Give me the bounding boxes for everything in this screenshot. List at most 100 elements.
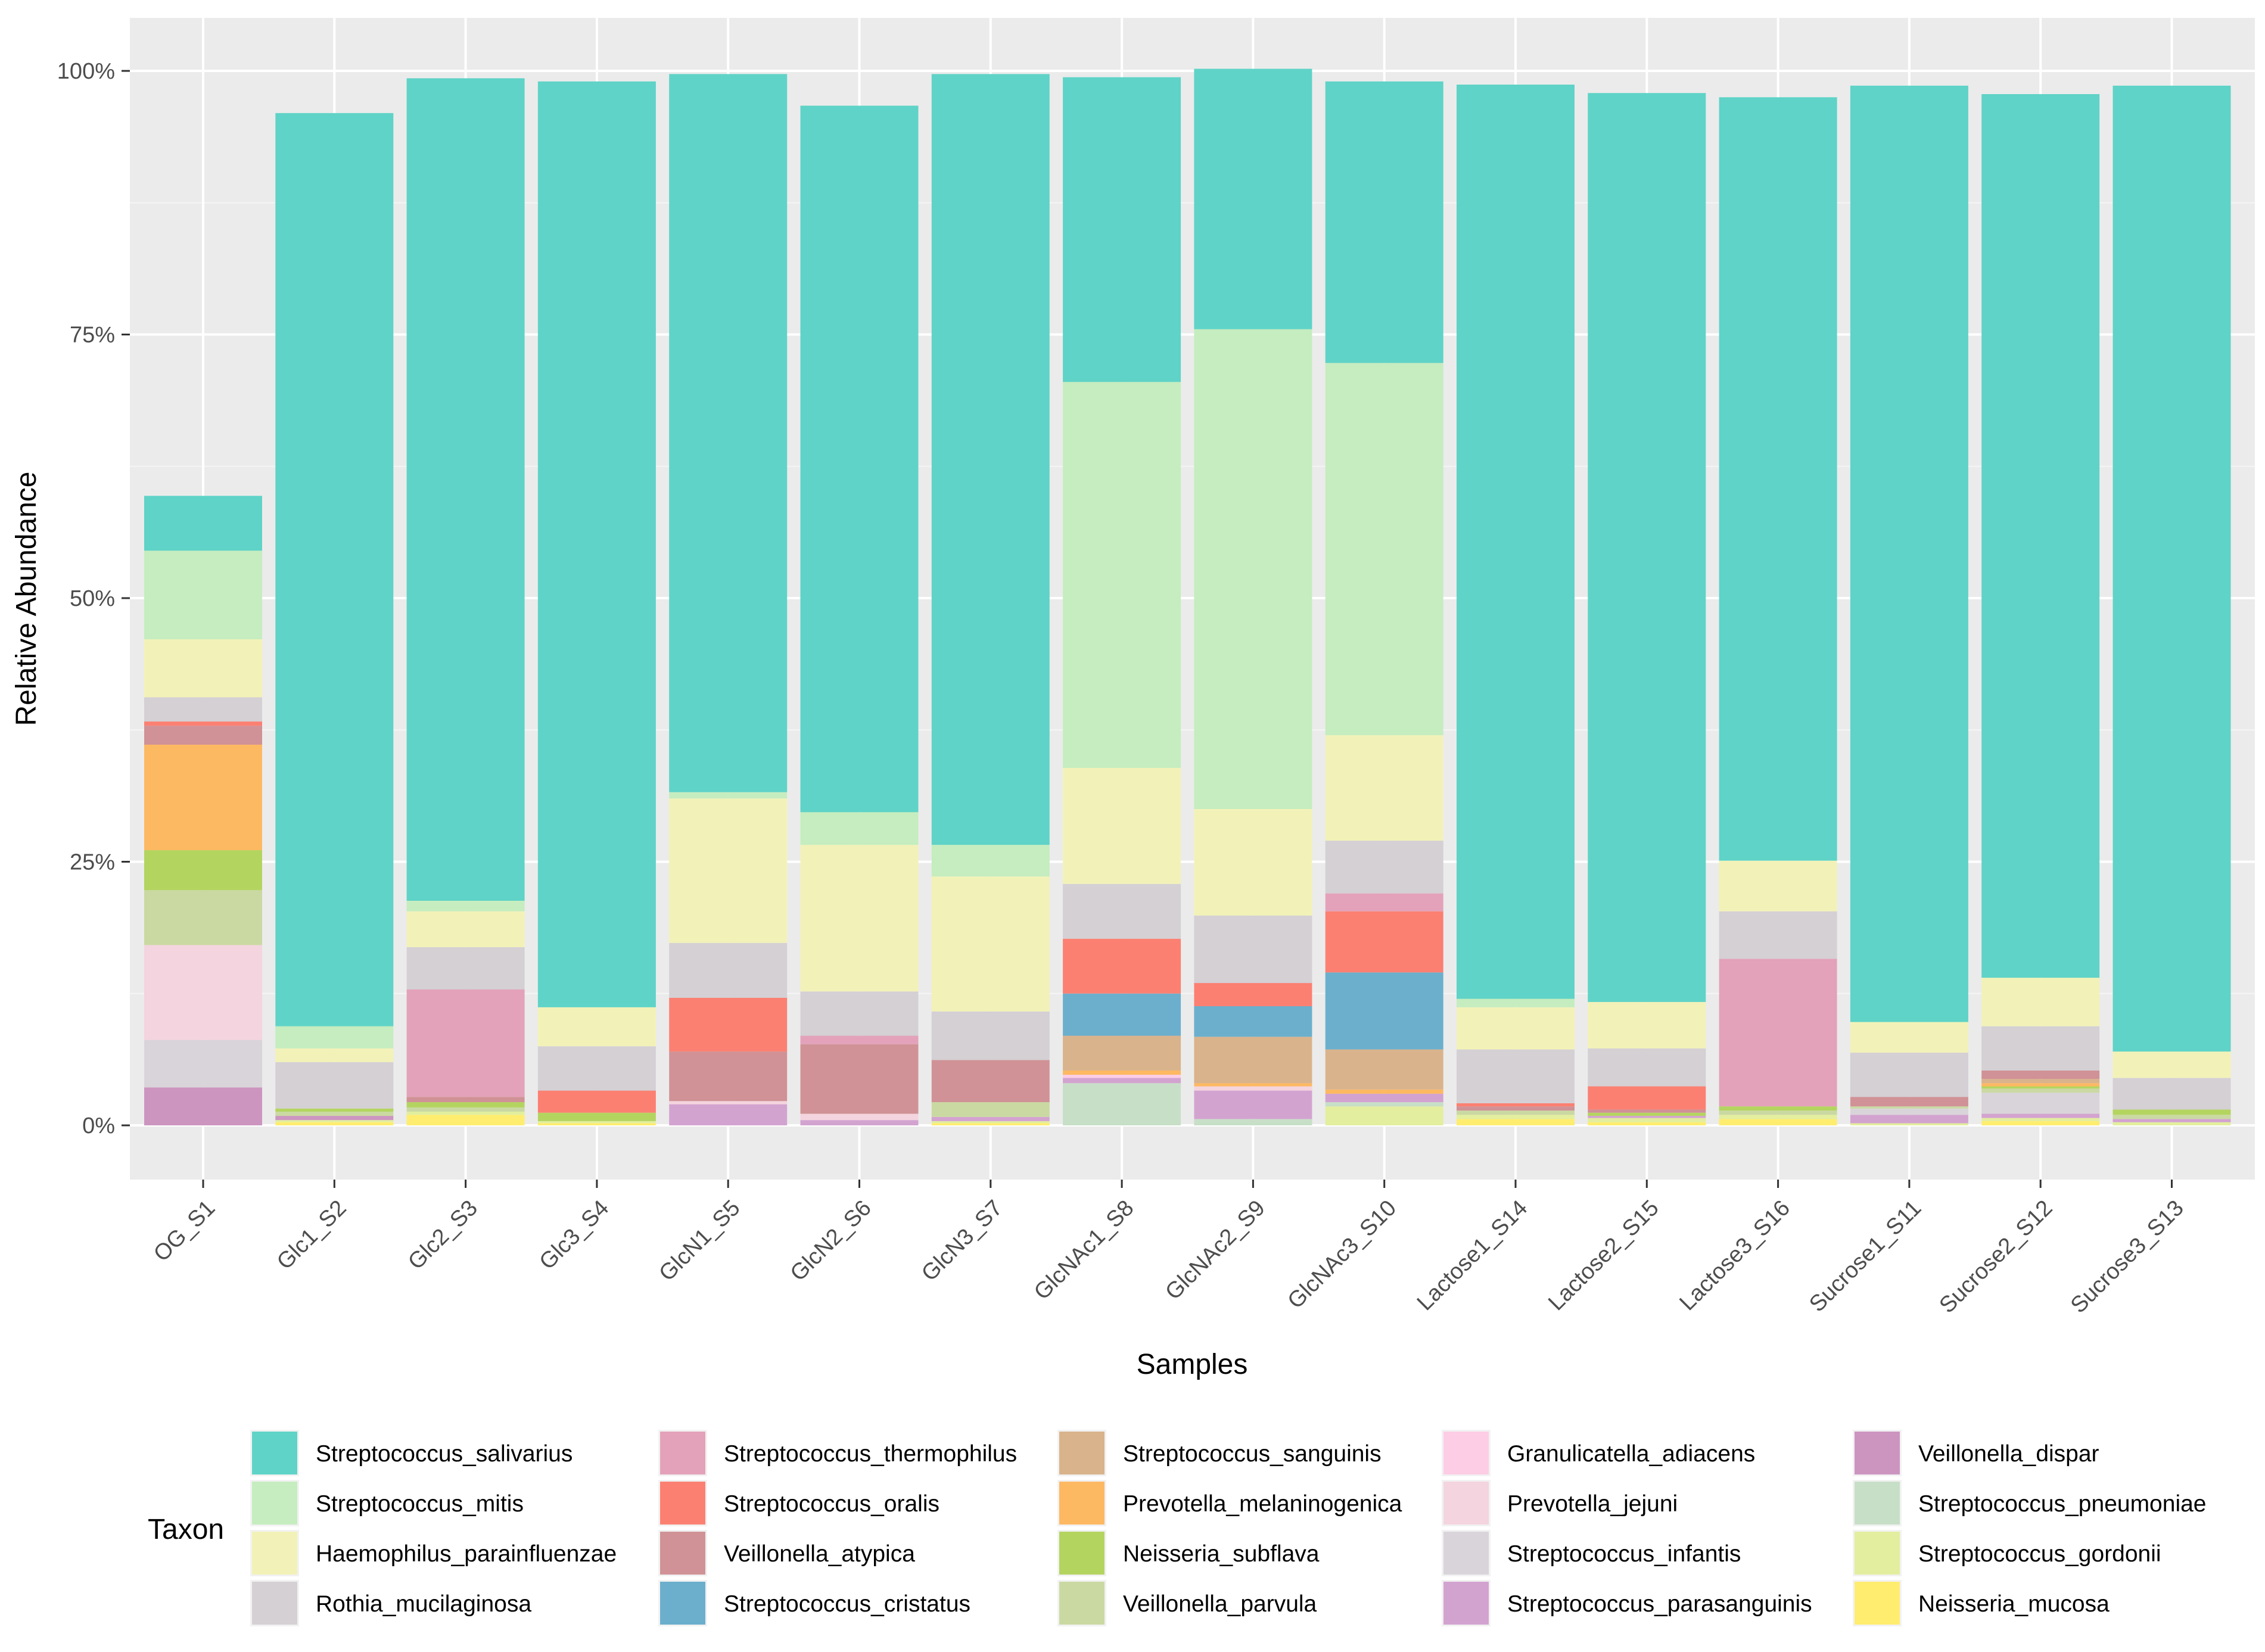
- bar-segment-streptococcus-salivarius: Sucrose2_S12 – Streptococcus_salivarius:…: [1981, 94, 2100, 978]
- legend-swatch: [252, 1482, 297, 1525]
- bar-segment-neisseria-subflava: Lactose3_S16 – Neisseria_subflava: 0.4%: [1719, 1106, 1837, 1111]
- legend-label: Streptococcus_salivarius: [316, 1441, 573, 1467]
- bar-segment-streptococcus-oralis: GlcNAc3_S10 – Streptococcus_oralis: 5.8%: [1325, 911, 1443, 973]
- bar-segment-veillonella-dispar: Glc1_S2 – Veillonella_dispar: 0.4%: [275, 1116, 394, 1121]
- legend-swatch: [1443, 1482, 1489, 1525]
- y-axis: 0% 25% 50% 75% 100%: [57, 59, 130, 1138]
- bar-segment-veillonella-atypica: Glc2_S3 – Veillonella_atypica: 0.5%: [406, 1097, 525, 1103]
- bar-segment-streptococcus-gordonii: Lactose1_S14 – Streptococcus_gordonii: 0…: [1457, 1115, 1575, 1119]
- legend-swatch: [1443, 1532, 1489, 1575]
- bar-segment-rothia-mucilaginosa: OG_S1 – Rothia_mucilaginosa: 2.3%: [144, 697, 262, 722]
- bar-segment-streptococcus-cristatus: GlcNAc2_S9 – Streptococcus_cristatus: 2.…: [1194, 1006, 1312, 1037]
- legend-swatch: [1059, 1482, 1105, 1525]
- bar-segment-streptococcus-pneumoniae: GlcNAc2_S9 – Streptococcus_pneumoniae: 0…: [1194, 1119, 1312, 1125]
- legend-swatch: [1855, 1582, 1900, 1625]
- legend-swatch: [1059, 1532, 1105, 1575]
- legend-item-veillonella-parvula: Veillonella_parvula: [1057, 1580, 1317, 1626]
- bar-stack-sucrose3-s13: Sucrose3_S13 – Streptococcus_gordonii: 0…: [2112, 85, 2231, 1125]
- bar-segment-streptococcus-gordonii: GlcNAc3_S10 – Streptococcus_gordonii: 1.…: [1325, 1106, 1443, 1125]
- legend-swatch: [660, 1432, 705, 1474]
- bar-segment-veillonella-parvula: Glc2_S3 – Veillonella_parvula: 0.4%: [406, 1107, 525, 1112]
- legend-swatch: [1855, 1482, 1900, 1525]
- x-tick-label: GlcNAc1_S8: [1029, 1196, 1139, 1305]
- bar-segment-neisseria-subflava: OG_S1 – Neisseria_subflava: 3.8%: [144, 850, 262, 891]
- legend-label: Prevotella_melaninogenica: [1123, 1491, 1402, 1517]
- bar-segment-streptococcus-gordonii: Sucrose3_S13 – Streptococcus_gordonii: 0…: [2112, 1122, 2231, 1125]
- y-axis-title: Relative Abundance: [11, 472, 42, 726]
- bar-segment-veillonella-parvula: Sucrose1_S11 – Veillonella_parvula: 0.2%: [1850, 1106, 1968, 1109]
- legend-label: Neisseria_subflava: [1123, 1541, 1320, 1567]
- bar-segment-streptococcus-mitis: GlcNAc3_S10 – Streptococcus_mitis: 35.3%: [1325, 363, 1443, 736]
- bar-segment-veillonella-atypica: Lactose1_S14 – Veillonella_atypica: 0.4%: [1457, 1106, 1575, 1111]
- x-tick-label: Glc2_S3: [403, 1196, 483, 1275]
- x-tick-label: GlcN3_S7: [917, 1196, 1007, 1286]
- legend-item-rothia-mucilaginosa: Rothia_mucilaginosa: [250, 1580, 531, 1626]
- legend-item-streptococcus-oralis: Streptococcus_oralis: [658, 1480, 939, 1526]
- bar-segment-veillonella-parvula: Sucrose3_S13 – Veillonella_parvula: 0.4%: [2112, 1115, 2231, 1119]
- legend-item-veillonella-atypica: Veillonella_atypica: [658, 1530, 915, 1576]
- bar-segment-veillonella-dispar: OG_S1 – Veillonella_dispar: 3.6%: [144, 1087, 262, 1125]
- bar-segment-streptococcus-salivarius: Lactose3_S16 – Streptococcus_salivarius:…: [1719, 97, 1837, 861]
- bar-segment-streptococcus-sanguinis: GlcNAc2_S9 – Streptococcus_sanguinis: 4.…: [1194, 1037, 1312, 1084]
- bar-stack-glcn3-s7: GlcN3_S7 – Neisseria_mucosa: 0.2%GlcN3_S…: [931, 74, 1050, 1125]
- bar-segment-neisseria-mucosa: Sucrose2_S12 – Neisseria_mucosa: 0.4%: [1981, 1121, 2100, 1125]
- y-tick-label: 75%: [70, 323, 115, 348]
- legend-item-prevotella-jejuni: Prevotella_jejuni: [1442, 1480, 1678, 1526]
- legend-item-streptococcus-mitis: Streptococcus_mitis: [250, 1480, 524, 1526]
- bar-segment-streptococcus-salivarius: Glc2_S3 – Streptococcus_salivarius: 78.0…: [406, 78, 525, 901]
- legend-item-streptococcus-cristatus: Streptococcus_cristatus: [658, 1580, 970, 1626]
- bar-segment-streptococcus-infantis: Sucrose2_S12 – Streptococcus_infantis: 2…: [1981, 1093, 2100, 1114]
- x-tick-label: GlcN1_S5: [654, 1196, 745, 1286]
- x-tick-label: GlcNAc3_S10: [1283, 1196, 1401, 1314]
- bar-segment-veillonella-atypica: Lactose2_S15 – Veillonella_atypica: 0.3%: [1588, 1109, 1706, 1113]
- bar-segment-rothia-mucilaginosa: Glc3_S4 – Rothia_mucilaginosa: 4.2%: [537, 1046, 656, 1091]
- legend-label: Veillonella_parvula: [1123, 1591, 1317, 1617]
- legend-swatch: [1855, 1532, 1900, 1575]
- bar-stack-og-s1: OG_S1 – Veillonella_dispar: 3.6% OG_S1 – …: [144, 496, 262, 1125]
- bar-stack-glc2-s3: Glc2_S3 – Neisseria_mucosa: 1.0%Glc2_S3 …: [406, 78, 525, 1125]
- bar-segment-streptococcus-salivarius: GlcNAc1_S8 – Streptococcus_salivarius: 2…: [1063, 77, 1181, 382]
- bar-segment-rothia-mucilaginosa: GlcNAc3_S10 – Rothia_mucilaginosa: 5.0%: [1325, 841, 1443, 894]
- bar-segment-veillonella-parvula: Glc1_S2 – Veillonella_parvula: 0.4%: [275, 1111, 394, 1116]
- bar-stack-glcnac3-s10: GlcNAc3_S10 – Streptococcus_gordonii: 1.…: [1325, 81, 1443, 1125]
- legend-swatch: [252, 1532, 297, 1575]
- legend-item-neisseria-mucosa: Neisseria_mucosa: [1853, 1580, 2110, 1626]
- bar-segment-streptococcus-mitis: Lactose1_S14 – Streptococcus_mitis: 0.8%: [1457, 998, 1575, 1007]
- bar-segment-haemophilus-parainfluenzae: Lactose2_S15 – Haemophilus_parainfluenza…: [1588, 1001, 1706, 1049]
- bar-segment-neisseria-mucosa: Lactose3_S16 – Neisseria_mucosa: 0.6%: [1719, 1119, 1837, 1125]
- bar-segment-haemophilus-parainfluenzae: OG_S1 – Haemophilus_parainfluenzae: 5.5%: [144, 639, 262, 698]
- bar-stack-glcn1-s5: GlcN1_S5 – Streptococcus_parasanguinis: …: [669, 74, 788, 1125]
- bar-segment-haemophilus-parainfluenzae: GlcN3_S7 – Haemophilus_parainfluenzae: 1…: [931, 876, 1050, 1012]
- bar-segment-rothia-mucilaginosa: Glc1_S2 – Rothia_mucilaginosa: 4.4%: [275, 1062, 394, 1109]
- bar-segment-streptococcus-salivarius: Glc1_S2 – Streptococcus_salivarius: 86.6…: [275, 113, 394, 1026]
- bar-segment-streptococcus-parasanguinis: GlcN2_S6 – Streptococcus_parasanguinis: …: [800, 1120, 919, 1125]
- legend-label: Streptococcus_thermophilus: [724, 1441, 1017, 1467]
- bar-segment-haemophilus-parainfluenzae: GlcN1_S5 – Haemophilus_parainfluenzae: 1…: [669, 798, 788, 943]
- bar-stack-glcnac1-s8: GlcNAc1_S8 – Streptococcus_pneumoniae: 4…: [1063, 77, 1181, 1125]
- bar-segment-streptococcus-oralis: GlcN1_S5 – Streptococcus_oralis: 5.1%: [669, 997, 788, 1052]
- bar-segment-prevotella-melaninogenica: GlcNAc2_S9 – Prevotella_melaninogenica: …: [1194, 1083, 1312, 1087]
- bar-segment-streptococcus-oralis: GlcNAc1_S8 – Streptococcus_oralis: 5.2%: [1063, 938, 1181, 994]
- bar-segment-streptococcus-pneumoniae: GlcNAc3_S10 – Streptococcus_pneumoniae: …: [1325, 1102, 1443, 1107]
- legend-label: Neisseria_mucosa: [1918, 1591, 2110, 1617]
- bar-segment-haemophilus-parainfluenzae: GlcNAc1_S8 – Haemophilus_parainfluenzae:…: [1063, 767, 1181, 884]
- bar-segment-prevotella-jejuni: GlcNAc2_S9 – Prevotella_jejuni: 0.4%: [1194, 1086, 1312, 1091]
- x-axis: OG_S1 Glc1_S2 Glc2_S3 Glc3_S4 GlcN1_S5 GlcN2_…: [149, 1180, 2189, 1318]
- legend-swatch: [1855, 1432, 1900, 1474]
- bar-stack-glc3-s4: Glc3_S4 – Neisseria_mucosa: 0.2%Glc3_S4 …: [537, 81, 656, 1125]
- legend-item-streptococcus-salivarius: Streptococcus_salivarius: [250, 1430, 573, 1476]
- bars: OG_S1 – Veillonella_dispar: 3.6% OG_S1 – …: [144, 69, 2231, 1125]
- bar-segment-streptococcus-salivarius: Sucrose3_S13 – Streptococcus_salivarius:…: [2112, 85, 2231, 1052]
- legend-item-streptococcus-infantis: Streptococcus_infantis: [1442, 1530, 1741, 1576]
- bar-segment-streptococcus-gordonii: Sucrose1_S11 – Streptococcus_gordonii: 0…: [1850, 1123, 1968, 1125]
- bar-segment-streptococcus-oralis: OG_S1 – Streptococcus_oralis: 0.4%: [144, 721, 262, 726]
- legend-swatch: [1059, 1582, 1105, 1625]
- bar-segment-neisseria-subflava: Glc1_S2 – Neisseria_subflava: 0.3%: [275, 1108, 394, 1112]
- bar-segment-veillonella-atypica: GlcN2_S6 – Veillonella_atypica: 6.6%: [800, 1044, 919, 1114]
- bar-stack-glc1-s2: Glc1_S2 – Neisseria_mucosa: 0.3%Glc1_S2 …: [275, 113, 394, 1125]
- x-tick-label: Lactose3_S16: [1675, 1196, 1795, 1316]
- bar-stack-lactose1-s14: Lactose1_S14 – Neisseria_mucosa: 0.6%Lac…: [1457, 85, 1575, 1125]
- bar-segment-streptococcus-mitis: GlcN1_S5 – Streptococcus_mitis: 0.6%: [669, 792, 788, 799]
- bar-segment-streptococcus-parasanguinis: Sucrose1_S11 – Streptococcus_parasanguin…: [1850, 1115, 1968, 1124]
- bar-segment-streptococcus-mitis: OG_S1 – Streptococcus_mitis: 8.4%: [144, 550, 262, 640]
